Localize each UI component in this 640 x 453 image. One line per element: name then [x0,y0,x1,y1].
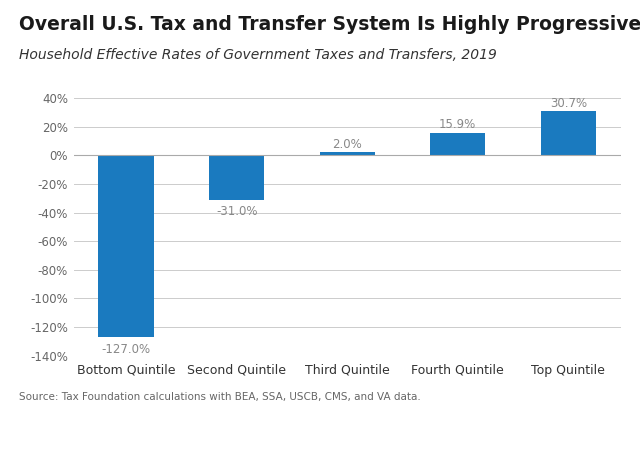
Bar [99,155,154,337]
Bar [319,153,375,155]
Bar [541,111,596,155]
Text: Household Effective Rates of Government Taxes and Transfers, 2019: Household Effective Rates of Government … [19,48,497,62]
Bar [430,133,485,155]
Text: 2.0%: 2.0% [332,138,362,151]
Text: Source: Tax Foundation calculations with BEA, SSA, USCB, CMS, and VA data.: Source: Tax Foundation calculations with… [19,392,421,402]
Text: -127.0%: -127.0% [102,343,150,356]
Text: TAX FOUNDATION: TAX FOUNDATION [12,428,150,441]
Text: @TaxFoundation: @TaxFoundation [514,428,628,441]
Text: Overall U.S. Tax and Transfer System Is Highly Progressive: Overall U.S. Tax and Transfer System Is … [19,15,640,34]
Text: 15.9%: 15.9% [439,118,476,131]
Text: 30.7%: 30.7% [550,96,587,110]
Text: -31.0%: -31.0% [216,205,257,218]
Bar [209,155,264,200]
